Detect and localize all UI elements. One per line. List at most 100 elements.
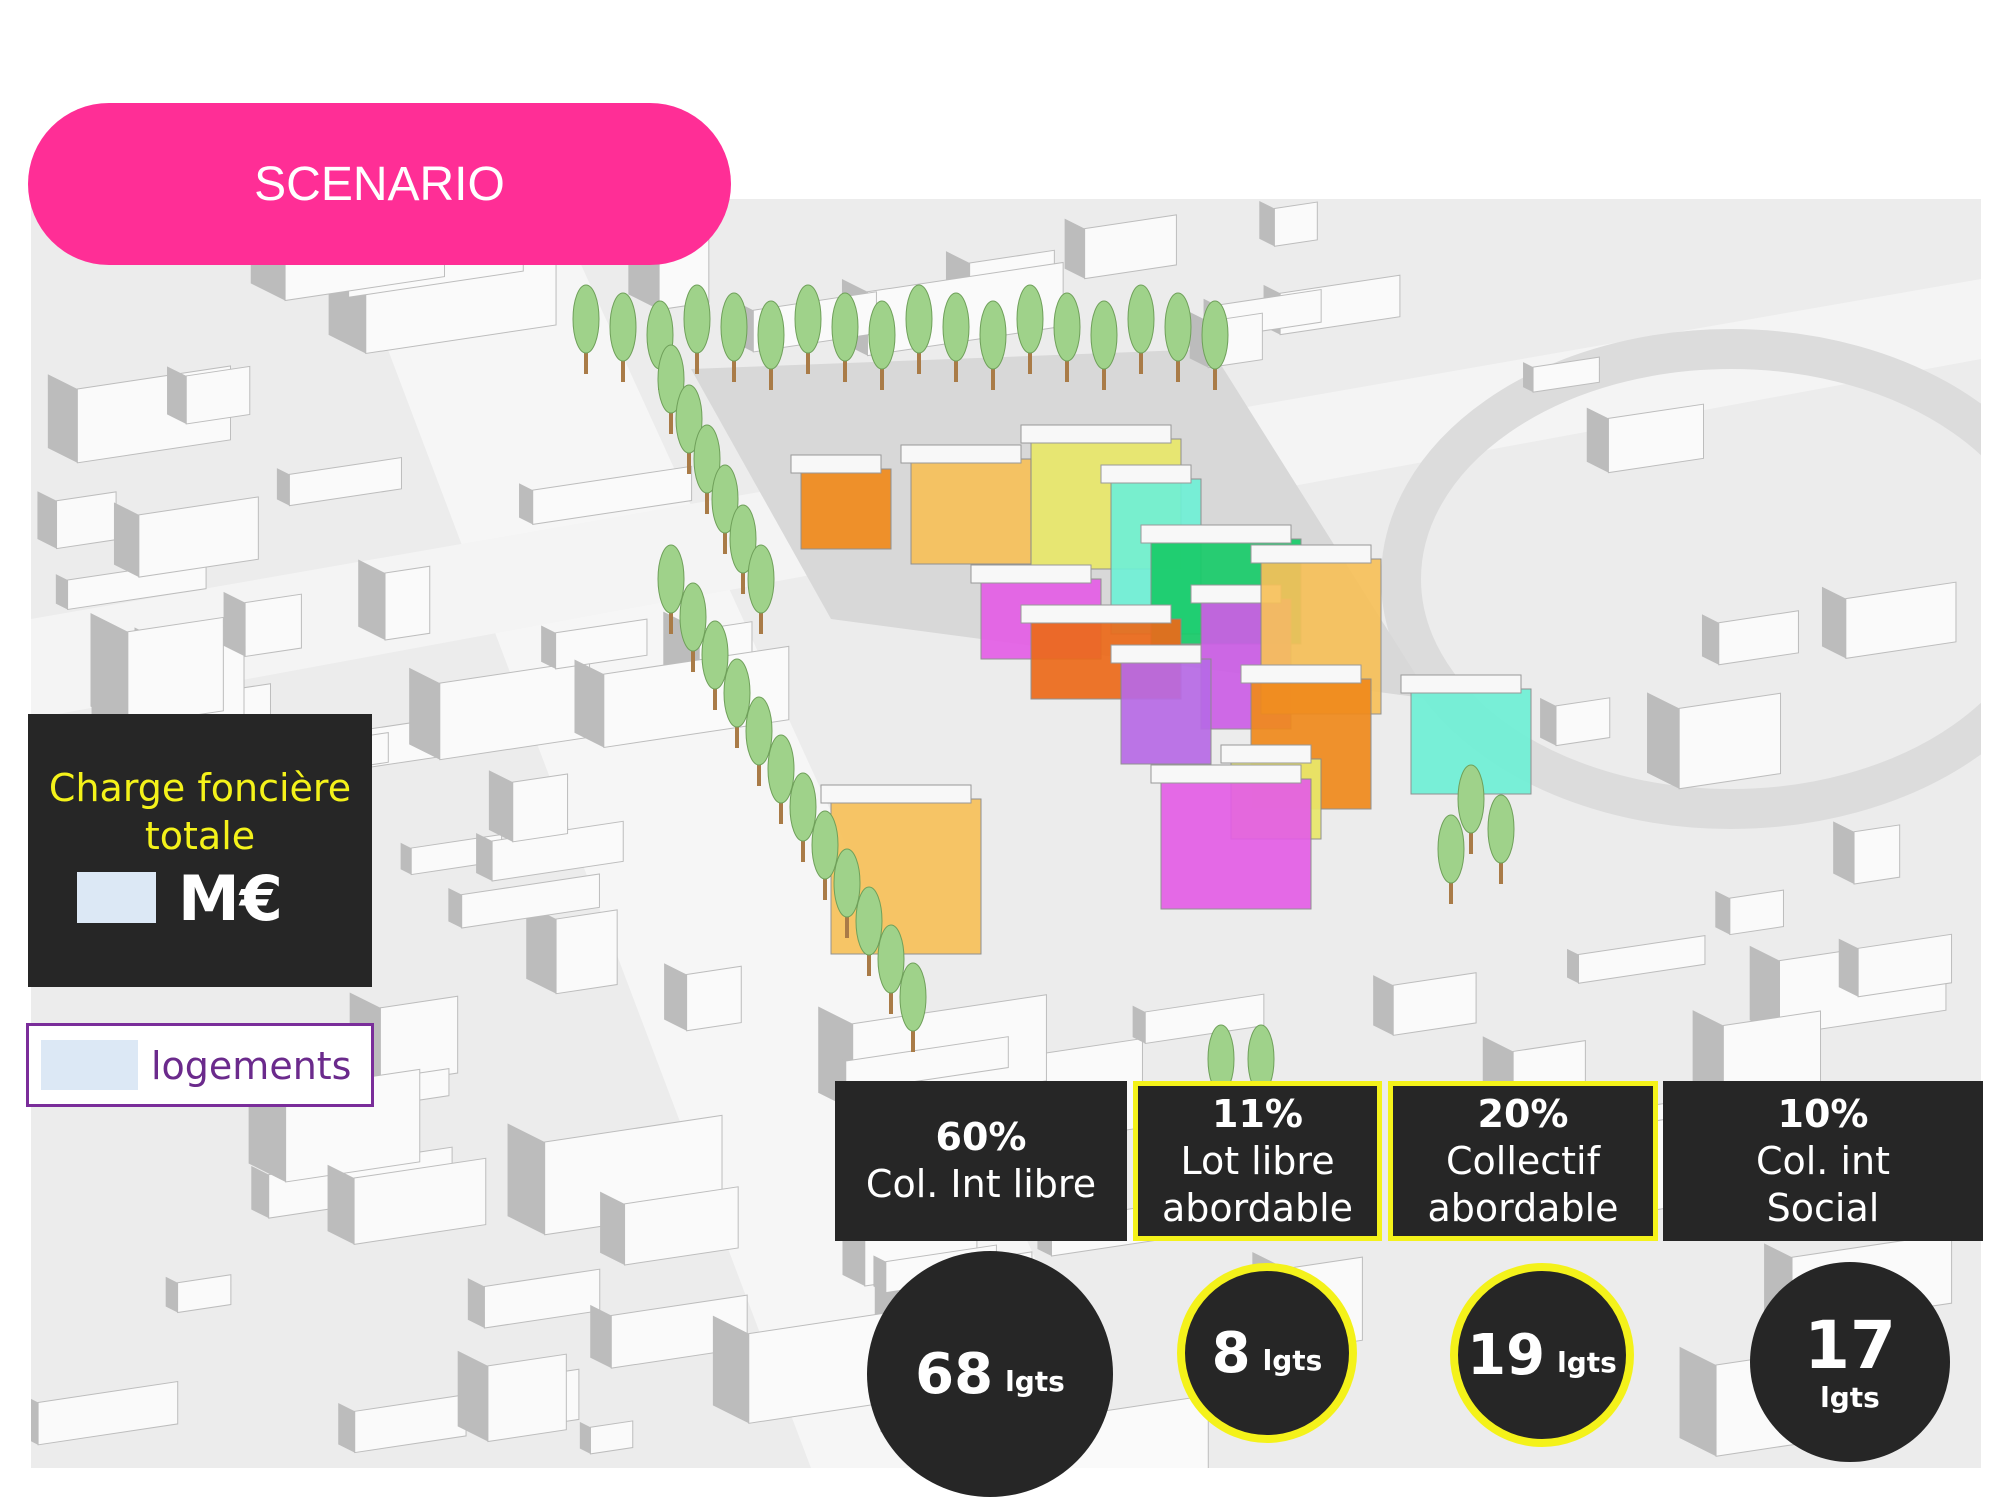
building [138,496,259,578]
building-side [507,1123,545,1235]
proposed-building [1160,778,1312,910]
housing-count: 19 [1467,1322,1546,1388]
building-side [600,1191,625,1265]
tree [1164,292,1192,362]
building-side [338,1403,355,1453]
tree [609,292,637,362]
tree [942,292,970,362]
tree [701,620,729,690]
building-side [37,491,57,549]
category-percent: 60% [935,1115,1027,1159]
proposed-roof [1020,604,1172,624]
building-side [712,1315,749,1424]
tree [675,384,703,454]
building-side [541,625,556,669]
category-label: Col. int Social [1755,1138,1915,1230]
building-side [55,574,68,610]
count-circle: 19 lgts [1450,1263,1634,1447]
building [1607,403,1705,474]
proposed-building [910,458,1032,565]
housing-box: logements [26,1023,374,1107]
category-box: 20% Collectif abordable [1388,1081,1658,1241]
building [384,565,431,641]
building-side [31,1398,39,1445]
building-side [1679,1346,1717,1457]
building-side [1540,697,1556,746]
building-side [90,613,128,726]
building-side [400,842,412,875]
tree [855,886,883,956]
building-side [1259,200,1275,247]
category-label: Collectif abordable [1427,1138,1619,1230]
category-box: 11% Lot libre abordable [1133,1081,1382,1241]
building-side [579,1421,591,1454]
building [1729,889,1784,936]
building [589,1420,634,1455]
building-side [223,591,246,657]
value-swatch [77,872,156,923]
building [1273,201,1318,247]
housing-count: 8 [1211,1320,1251,1386]
tree [1016,284,1044,354]
tree [833,848,861,918]
tree [899,962,927,1032]
building-side [488,770,513,842]
building-side [1064,218,1085,279]
building [487,1353,567,1443]
tree [679,582,707,652]
proposed-roof [790,454,882,474]
building [1845,581,1957,659]
building-side [574,659,604,748]
tree [767,734,795,804]
housing-unit: lgts [1262,1343,1323,1377]
tree [789,772,817,842]
proposed-roof [900,444,1022,464]
building [532,465,693,525]
building-side [1715,890,1730,935]
value-swatch [41,1040,138,1090]
charge-box: Charge foncière totale M€ [28,714,372,987]
tree [711,464,739,534]
building [353,1157,487,1245]
building-side [526,904,557,994]
building [56,491,117,550]
building [1678,692,1782,790]
building [288,456,402,507]
building-side [1132,1005,1146,1044]
proposed-roof [1240,664,1362,684]
building-side [167,366,187,424]
building-side [113,502,139,578]
tree [1487,794,1515,864]
tree [794,284,822,354]
proposed-roof [1140,524,1292,544]
tree [720,292,748,362]
category-percent: 20% [1477,1091,1569,1136]
category-percent: 10% [1777,1091,1869,1136]
housing-unit: lgts [1005,1364,1065,1398]
tree [757,300,785,370]
building-side [47,374,78,463]
building-side [165,1276,178,1313]
proposed-roof [1100,464,1192,484]
building [461,873,600,929]
building-side [467,1278,485,1328]
count-circle: 17 lgts [1750,1262,1950,1462]
tree [657,544,685,614]
tree [729,504,757,574]
building [512,773,569,843]
tree [877,924,905,994]
tree [1053,292,1081,362]
building [244,593,302,658]
building-side [358,559,386,640]
housing-label: logements [151,1044,352,1088]
building-side [327,1164,355,1245]
building [1853,824,1901,885]
charge-label: Charge foncière totale [48,766,352,858]
building [185,365,251,425]
building-side [1692,1010,1724,1103]
tree [1201,300,1229,370]
building-side [1523,362,1534,393]
tree [905,284,933,354]
building [624,1186,739,1266]
building-side [873,1255,886,1293]
